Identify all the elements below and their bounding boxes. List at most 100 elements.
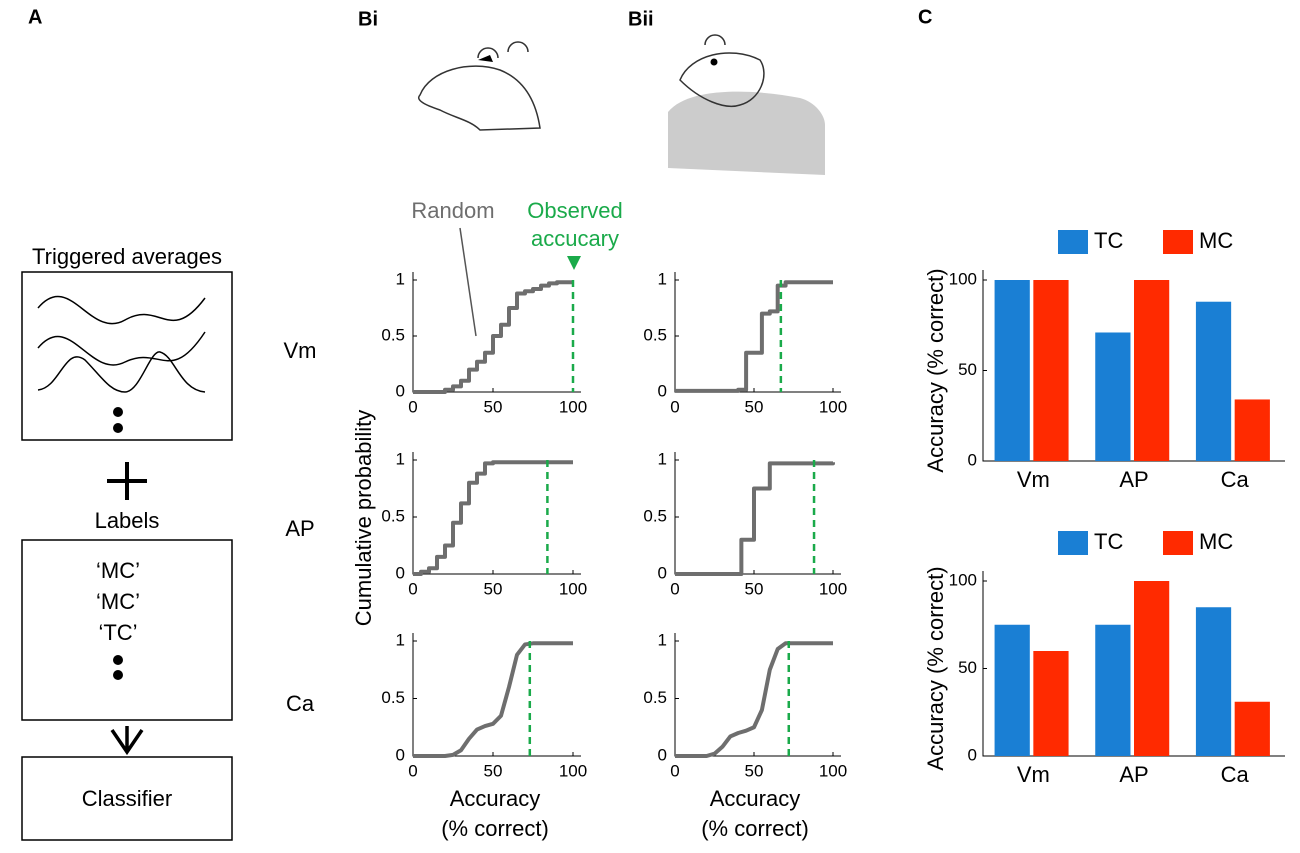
annotation-arrow (567, 256, 581, 270)
averages-box (21, 271, 233, 441)
x-axis-label: Accuracy (710, 786, 800, 811)
x-tick-label: 100 (559, 761, 587, 780)
annotation: accucary (531, 226, 619, 251)
y-axis-label: Accuracy (% correct) (923, 566, 948, 770)
y-tick-label: 0.5 (643, 688, 667, 707)
x-tick-label: AP (1119, 762, 1148, 787)
x-tick-label: Ca (1221, 762, 1250, 787)
x-tick-label: 100 (819, 761, 847, 780)
bar (1195, 607, 1232, 756)
x-axis-label: (% correct) (701, 816, 809, 841)
y-tick-label: 0 (658, 381, 667, 400)
x-tick-label: 0 (670, 397, 679, 416)
panel-label: Bii (628, 8, 654, 30)
legend-label: MC (1199, 228, 1233, 253)
waveform (37, 351, 206, 393)
x-tick-label: 50 (745, 579, 764, 598)
bar (1095, 624, 1131, 756)
implant (478, 55, 493, 62)
x-axis-label: (% correct) (441, 816, 549, 841)
panel-label: Bi (358, 8, 378, 30)
y-tick-label: 100 (949, 570, 977, 589)
dot (113, 670, 123, 680)
legend-swatch (1058, 230, 1088, 254)
legend-swatch (1163, 531, 1193, 555)
x-tick-label: 0 (670, 579, 679, 598)
treadmill (668, 91, 825, 175)
dot (113, 407, 123, 417)
y-tick-label: 0 (658, 563, 667, 582)
legend-swatch (1163, 230, 1193, 254)
legend-label: TC (1094, 529, 1123, 554)
row-label: Ca (286, 691, 315, 716)
x-tick-label: Vm (1017, 467, 1050, 492)
label-item: ‘MC’ (96, 558, 140, 583)
x-tick-label: 50 (484, 579, 503, 598)
bar (1134, 581, 1170, 756)
bar (1033, 280, 1069, 461)
bar (1234, 701, 1270, 756)
y-tick-label: 1 (658, 630, 667, 649)
x-tick-label: 0 (408, 397, 417, 416)
x-tick-label: AP (1119, 467, 1148, 492)
x-tick-label: 50 (745, 761, 764, 780)
row-label: Vm (284, 338, 317, 363)
bar (1195, 301, 1232, 461)
classifier: Classifier (82, 786, 172, 811)
labels-title: Labels (95, 508, 160, 533)
annotation: Observed (527, 198, 622, 223)
x-tick-label: 100 (819, 579, 847, 598)
x-tick-label: 0 (408, 761, 417, 780)
panel-label: A (28, 6, 42, 28)
x-tick-label: 100 (559, 579, 587, 598)
y-tick-label: 0.5 (381, 688, 405, 707)
y-tick-label: 1 (658, 449, 667, 468)
bar (994, 280, 1030, 461)
cdf-line (413, 641, 573, 758)
cdf-line (675, 461, 835, 576)
bar (1134, 280, 1170, 461)
averages-title: Triggered averages (32, 244, 222, 269)
y-tick-label: 1 (396, 630, 405, 649)
y-tick-label: 0 (396, 563, 405, 582)
cdf-line (413, 460, 573, 576)
bar (1095, 332, 1131, 461)
x-tick-label: 100 (819, 397, 847, 416)
y-tick-label: 0.5 (643, 506, 667, 525)
bar (994, 624, 1030, 756)
axis (674, 272, 841, 393)
label-item: ‘TC’ (98, 620, 137, 645)
y-axis-label: Accuracy (% correct) (923, 268, 948, 472)
x-tick-label: 50 (745, 397, 764, 416)
x-tick-label: 50 (484, 397, 503, 416)
waveform (37, 295, 206, 325)
x-tick-label: Ca (1221, 467, 1250, 492)
y-tick-label: 50 (958, 360, 977, 379)
labels-box (21, 539, 233, 721)
y-tick-label: 100 (949, 269, 977, 288)
row-label: AP (285, 516, 314, 541)
y-tick-label: 0.5 (381, 506, 405, 525)
axis (674, 633, 841, 757)
plus (107, 462, 147, 500)
label-item: ‘MC’ (96, 589, 140, 614)
bar (1033, 651, 1069, 756)
x-tick-label: 0 (670, 761, 679, 780)
eye (710, 58, 718, 66)
cdf-line (675, 641, 833, 758)
y-tick-label: 0.5 (643, 325, 667, 344)
panel-label: C (918, 6, 932, 28)
axis (412, 272, 581, 393)
y-tick-label: 0.5 (381, 325, 405, 344)
dot (113, 423, 123, 433)
mouse-sketch (418, 41, 541, 131)
y-tick-label: 0 (968, 450, 977, 469)
y-tick-label: 50 (958, 658, 977, 677)
legend-label: MC (1199, 529, 1233, 554)
dot (113, 655, 123, 665)
axis (674, 452, 841, 575)
arrow (110, 726, 144, 756)
y-tick-label: 0 (968, 745, 977, 764)
legend-swatch (1058, 531, 1088, 555)
